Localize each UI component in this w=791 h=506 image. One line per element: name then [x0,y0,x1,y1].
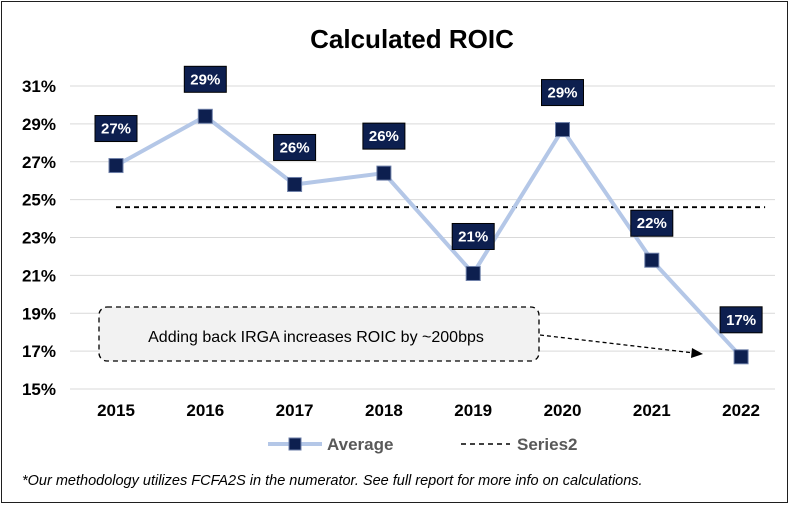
y-tick-label: 17% [22,342,56,361]
data-label: 26% [369,128,399,145]
data-label: 27% [101,121,131,138]
y-tick-label: 31% [22,77,56,96]
x-tick-label: 2022 [722,401,760,420]
y-axis: 15% 17% 19% 21% 23% 25% 27% 29% 31% [22,77,56,399]
data-label-box [273,133,317,161]
x-tick-label: 2021 [633,401,671,420]
legend: Average Series2 [268,435,578,454]
annotation-text: Adding back IRGA increases ROIC by ~200b… [148,329,484,346]
data-label-box [183,65,227,93]
data-point-marker [465,265,481,281]
data-point-marker [644,252,660,268]
legend-average-label: Average [327,435,393,454]
annotation-box [98,306,540,362]
data-label: 21% [458,228,488,245]
data-point-marker [555,122,570,138]
x-tick-label: 2019 [454,401,492,420]
annotation-arrowhead [691,348,703,358]
chart-title: Calculated ROIC [310,24,514,54]
annotation: Adding back IRGA increases ROIC by ~200b… [98,306,703,362]
x-tick-label: 2018 [365,401,403,420]
data-point-marker [287,176,303,192]
legend-average-marker [288,437,302,451]
data-label-box [630,209,674,237]
data-label-box [94,115,138,143]
data-point-marker [197,108,213,124]
y-tick-label: 23% [22,229,56,248]
data-label-box [451,222,495,250]
x-tick-label: 2017 [276,401,314,420]
data-label-box [541,79,584,107]
y-tick-label: 19% [22,304,56,323]
data-label: 22% [637,215,667,232]
data-point-marker [108,158,124,174]
data-label: 29% [190,71,220,88]
data-label: 26% [280,139,310,156]
x-tick-label: 2020 [544,401,582,420]
y-tick-label: 15% [22,380,56,399]
data-label: 29% [547,85,577,102]
average-series: 27% 29% 26% 26% 21% 29% 22% 17% [94,65,763,365]
y-tick-label: 25% [22,191,56,210]
average-line [115,114,743,359]
x-tick-label: 2016 [186,401,224,420]
data-label: 17% [726,312,756,329]
data-point-marker [733,349,749,365]
y-tick-label: 29% [22,115,56,134]
y-tick-label: 21% [22,266,56,285]
data-label-box [719,306,763,334]
legend-series2-label: Series2 [517,435,578,454]
x-tick-label: 2015 [97,401,135,420]
data-point-marker [376,165,392,181]
data-label-box [362,122,406,150]
annotation-arrow [539,334,695,354]
footnote: *Our methodology utilizes FCFA2S in the … [22,473,643,489]
x-axis: 2015 2016 2017 2018 2019 2020 2021 2022 [97,401,760,420]
y-tick-label: 27% [22,153,56,172]
